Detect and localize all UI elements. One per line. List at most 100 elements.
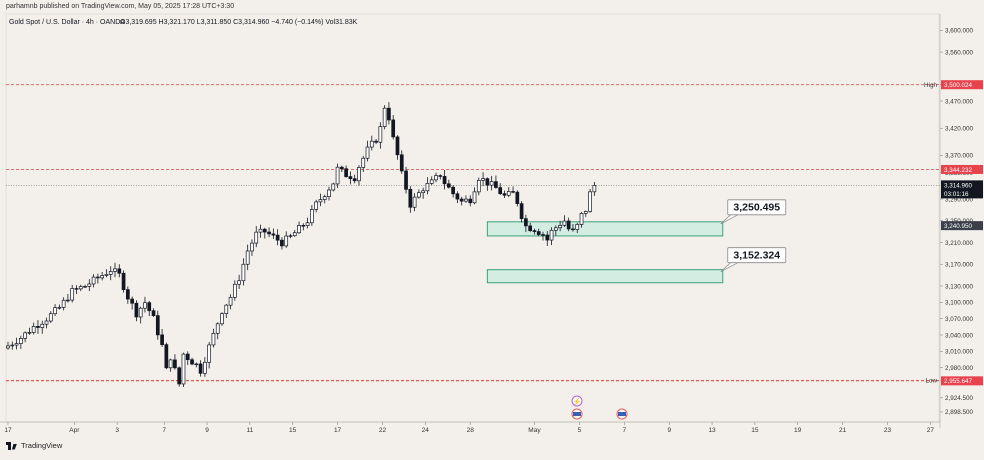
candle-body bbox=[369, 140, 374, 148]
candle-body bbox=[481, 178, 485, 181]
us-flag-stripes-2 bbox=[618, 412, 626, 416]
candle-body bbox=[310, 209, 314, 224]
candle-body bbox=[31, 325, 36, 333]
x-tick-label: 9 bbox=[205, 427, 209, 434]
y-tick-label: 3,170.000 bbox=[945, 262, 974, 269]
candle-body bbox=[404, 170, 408, 190]
publisher-line: parhamnb published on TradingView.com, M… bbox=[6, 3, 235, 10]
candle-body bbox=[553, 227, 558, 231]
candle-body bbox=[267, 231, 271, 235]
candle-body bbox=[318, 199, 323, 203]
candle-body bbox=[541, 234, 545, 236]
candle-body bbox=[262, 228, 267, 233]
y-tick-label: 3,290.000 bbox=[945, 196, 974, 203]
lightning-glyph: ⚡ bbox=[573, 397, 582, 406]
candle-body bbox=[177, 367, 182, 385]
candle-body bbox=[292, 232, 297, 237]
candle-body bbox=[164, 344, 169, 369]
candle-body bbox=[280, 239, 284, 247]
zone-callout-pointer bbox=[720, 213, 740, 225]
candle-body bbox=[44, 320, 49, 325]
candle-body bbox=[472, 191, 477, 204]
y-tick-label: 2,980.000 bbox=[945, 365, 974, 372]
candle-body bbox=[23, 332, 27, 339]
candle-body bbox=[18, 338, 23, 344]
candle-body bbox=[151, 310, 156, 316]
zone-callout-pointer bbox=[720, 261, 740, 272]
y-tick-label: 2,924.500 bbox=[945, 395, 974, 402]
candle-body bbox=[108, 271, 113, 275]
candle-body bbox=[224, 304, 229, 315]
candle-body bbox=[36, 325, 40, 328]
zone-callout-box[interactable] bbox=[727, 199, 787, 216]
zone-callout-label: 3,152.324 bbox=[733, 249, 780, 261]
tradingview-logo-icon bbox=[6, 441, 18, 450]
candle-body bbox=[571, 228, 575, 231]
level-label-low: Low bbox=[925, 378, 937, 385]
price-tag-red bbox=[941, 376, 983, 386]
candle-body bbox=[592, 185, 597, 193]
candle-body bbox=[228, 296, 233, 306]
candle-body bbox=[198, 363, 203, 374]
candle-body bbox=[125, 289, 130, 300]
candle-body bbox=[6, 345, 10, 349]
candle-body bbox=[78, 286, 83, 290]
y-tick-label: 3,210.000 bbox=[945, 240, 974, 247]
candle-body bbox=[464, 198, 468, 202]
candle-body bbox=[528, 225, 533, 231]
candle-body bbox=[417, 192, 421, 198]
countdown-label: 03:01:16 bbox=[944, 191, 969, 198]
candle-body bbox=[301, 225, 306, 227]
candle-body bbox=[138, 307, 143, 318]
candle-body bbox=[399, 154, 404, 172]
candle-body bbox=[549, 229, 554, 241]
zone-callout-box[interactable] bbox=[727, 247, 787, 264]
zone-callout-label: 3,250.495 bbox=[733, 202, 780, 214]
candle-body bbox=[494, 181, 498, 188]
candle-body bbox=[421, 190, 426, 194]
candle-body bbox=[455, 193, 460, 200]
candle-body bbox=[241, 263, 246, 282]
x-tick-label: 17 bbox=[334, 427, 342, 434]
candle-body bbox=[327, 189, 331, 198]
candle-body bbox=[87, 283, 92, 287]
support-zone-2[interactable] bbox=[486, 269, 724, 284]
candle-body bbox=[442, 176, 447, 185]
candle-body bbox=[365, 146, 370, 159]
y-tick-label: 2,898.500 bbox=[945, 409, 974, 416]
x-tick-label: 3 bbox=[115, 427, 119, 434]
x-tick-label: 15 bbox=[751, 427, 759, 434]
symbol-title: Gold Spot / U.S. Dollar · 4h · OANDA bbox=[9, 19, 125, 26]
x-tick-label: 9 bbox=[667, 427, 671, 434]
candle-body bbox=[134, 302, 139, 318]
candle-body bbox=[215, 323, 220, 334]
candle-body bbox=[305, 222, 310, 226]
candle-body bbox=[284, 235, 289, 247]
candle-body bbox=[583, 211, 588, 214]
candle-body bbox=[53, 307, 57, 315]
candle-body bbox=[117, 268, 122, 274]
support-zone-1[interactable] bbox=[486, 221, 724, 237]
price-tag-red bbox=[941, 164, 983, 174]
price-tag-label: 3,500.024 bbox=[944, 82, 973, 89]
candle-body bbox=[579, 212, 584, 225]
x-tick-label: 7 bbox=[623, 427, 627, 434]
candle-body bbox=[91, 276, 96, 285]
x-tick-label: 23 bbox=[884, 427, 892, 434]
candle-body bbox=[194, 363, 199, 366]
candle-body bbox=[155, 315, 160, 336]
x-tick-label: 22 bbox=[379, 427, 387, 434]
y-tick-label: 3,420.000 bbox=[945, 126, 974, 133]
candle-body bbox=[536, 231, 541, 235]
candle-body bbox=[339, 166, 344, 170]
candle-body bbox=[100, 275, 105, 279]
y-tick-label: 3,600.000 bbox=[945, 28, 974, 35]
lightning-event-icon[interactable] bbox=[571, 395, 583, 407]
candle-body bbox=[429, 179, 434, 184]
x-tick-label: 13 bbox=[708, 427, 716, 434]
candle-body bbox=[412, 196, 417, 208]
candle-body bbox=[173, 359, 177, 369]
candle-body bbox=[524, 218, 528, 227]
